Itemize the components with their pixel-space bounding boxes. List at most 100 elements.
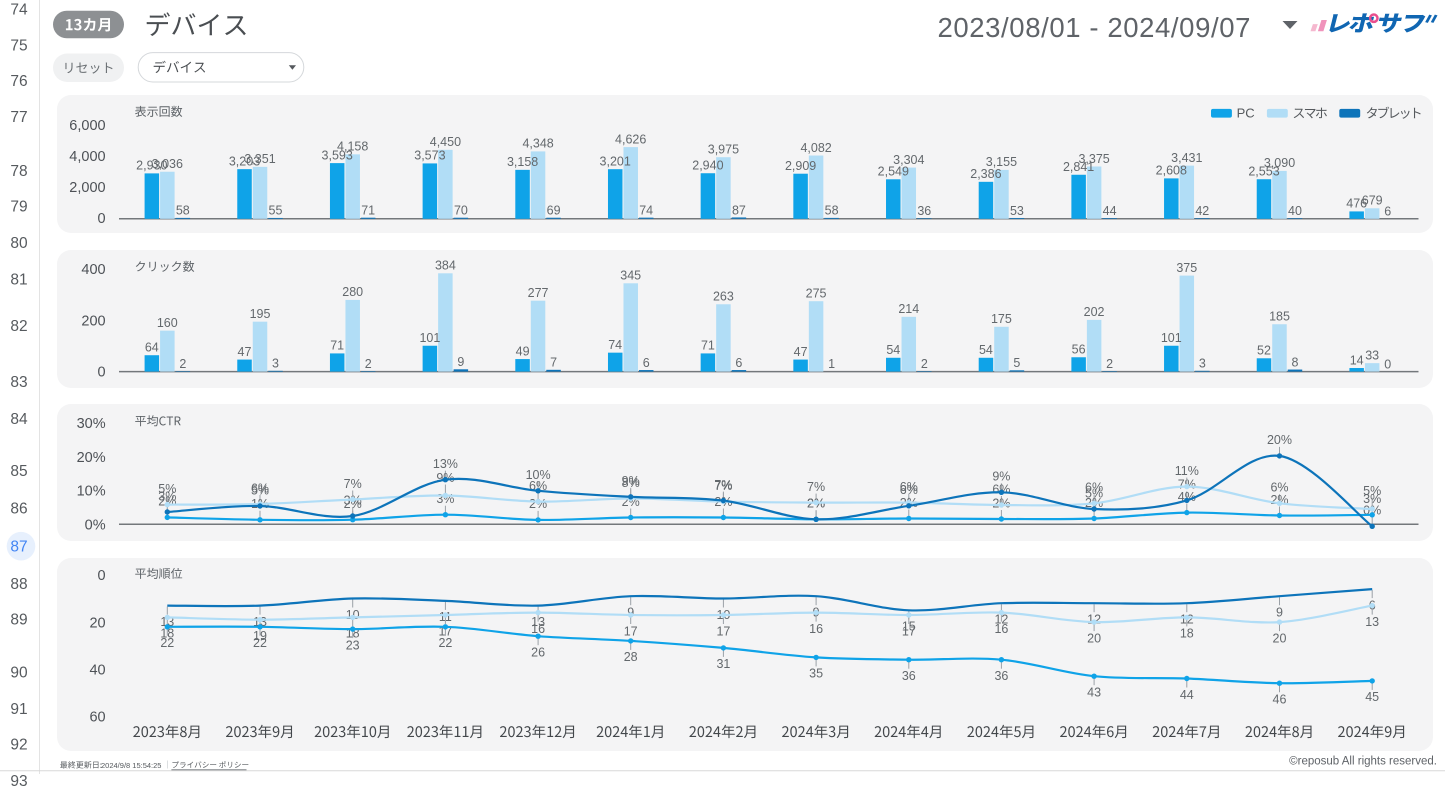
svg-text:60: 60	[89, 709, 105, 725]
svg-text:14: 14	[1350, 353, 1364, 367]
svg-text:49: 49	[516, 344, 530, 358]
svg-text:80: 80	[10, 235, 28, 252]
svg-text:35: 35	[809, 667, 823, 681]
svg-text:101: 101	[419, 331, 440, 345]
svg-text:263: 263	[713, 290, 734, 304]
svg-text:33: 33	[1365, 349, 1379, 363]
svg-text:56: 56	[1072, 343, 1086, 357]
svg-text:77: 77	[10, 109, 27, 126]
svg-text:4,348: 4,348	[522, 137, 553, 151]
svg-text:86: 86	[10, 500, 27, 517]
svg-text:20: 20	[89, 615, 105, 631]
svg-text:19: 19	[253, 629, 267, 643]
svg-text:17: 17	[716, 624, 730, 638]
svg-text:4,158: 4,158	[337, 140, 368, 154]
svg-text:0: 0	[1384, 357, 1391, 371]
svg-text:5%: 5%	[251, 483, 269, 497]
svg-text:64: 64	[145, 341, 159, 355]
svg-text:70: 70	[454, 204, 468, 218]
svg-text:0: 0	[98, 211, 106, 227]
svg-text:3,090: 3,090	[1264, 156, 1295, 170]
svg-text:13%: 13%	[433, 457, 458, 471]
svg-text:3,201: 3,201	[600, 155, 631, 169]
svg-text:101: 101	[1161, 331, 1182, 345]
svg-text:202: 202	[1084, 305, 1105, 319]
svg-text:10%: 10%	[77, 484, 106, 500]
svg-text:2,386: 2,386	[970, 167, 1001, 181]
svg-text:3,155: 3,155	[986, 155, 1017, 169]
svg-text:54: 54	[979, 343, 993, 357]
svg-text:90: 90	[10, 665, 28, 682]
svg-text:375: 375	[1176, 261, 1197, 275]
svg-text:3,304: 3,304	[893, 153, 924, 167]
svg-text:3,203: 3,203	[229, 155, 260, 169]
svg-text:44: 44	[1103, 204, 1117, 218]
svg-text:17: 17	[902, 624, 916, 638]
svg-text:2: 2	[179, 357, 186, 371]
svg-text:3: 3	[1199, 357, 1206, 371]
svg-text:3,431: 3,431	[1171, 151, 1202, 165]
svg-text:4,450: 4,450	[430, 135, 461, 149]
svg-text:20: 20	[1273, 631, 1287, 645]
svg-text:0%: 0%	[85, 517, 106, 533]
svg-text:69: 69	[547, 204, 561, 218]
svg-text:400: 400	[81, 262, 105, 278]
svg-text:4,000: 4,000	[69, 149, 105, 165]
svg-text:6: 6	[643, 356, 650, 370]
svg-text:20%: 20%	[1267, 433, 1292, 447]
svg-text:2023/08/01 - 2024/09/07: 2023/08/01 - 2024/09/07	[937, 12, 1251, 43]
svg-text:28: 28	[624, 650, 638, 664]
svg-text:20%: 20%	[77, 450, 106, 466]
svg-text:81: 81	[10, 271, 27, 288]
svg-text:0: 0	[98, 568, 106, 584]
svg-text:44: 44	[1180, 688, 1194, 702]
svg-text:2,940: 2,940	[692, 159, 723, 173]
svg-text:92: 92	[10, 737, 27, 754]
svg-text:87: 87	[10, 539, 27, 556]
svg-text:2,553: 2,553	[1248, 165, 1279, 179]
svg-text:476: 476	[1346, 197, 1367, 211]
svg-text:20: 20	[1087, 631, 1101, 645]
svg-text:4,082: 4,082	[800, 141, 831, 155]
svg-text:2,000: 2,000	[69, 180, 105, 196]
svg-text:46: 46	[1273, 693, 1287, 707]
svg-text:6%: 6%	[251, 481, 269, 495]
svg-text:3,593: 3,593	[322, 148, 353, 162]
svg-text:2024/9/8 15:54:25: 2024/9/8 15:54:25	[101, 761, 161, 770]
svg-text:160: 160	[157, 316, 178, 330]
svg-text:18: 18	[1180, 627, 1194, 641]
svg-text:5: 5	[1013, 356, 1020, 370]
svg-text:13: 13	[531, 615, 545, 629]
svg-text:76: 76	[10, 73, 27, 90]
svg-text:©reposub All rights reserved.: ©reposub All rights reserved.	[1289, 756, 1437, 768]
svg-text:6,000: 6,000	[69, 118, 105, 134]
svg-text:87: 87	[732, 203, 746, 217]
svg-text:17: 17	[624, 624, 638, 638]
svg-text:58: 58	[176, 204, 190, 218]
svg-text:9%: 9%	[992, 470, 1010, 484]
svg-text:23: 23	[346, 638, 360, 652]
svg-text:345: 345	[620, 269, 641, 283]
svg-text:85: 85	[10, 463, 27, 480]
svg-text:2: 2	[1106, 357, 1113, 371]
svg-text:7%: 7%	[807, 480, 825, 494]
svg-text:3,158: 3,158	[507, 155, 538, 169]
svg-text:3,975: 3,975	[708, 143, 739, 157]
svg-text:679: 679	[1362, 194, 1383, 208]
svg-text:3,036: 3,036	[152, 157, 183, 171]
svg-text:280: 280	[342, 285, 363, 299]
svg-text:58: 58	[825, 204, 839, 218]
svg-text:214: 214	[898, 302, 919, 316]
svg-text:9%: 9%	[622, 474, 640, 488]
svg-text:9: 9	[457, 355, 464, 369]
svg-text:15: 15	[902, 620, 916, 634]
svg-text:4,626: 4,626	[615, 132, 646, 146]
svg-text:40: 40	[89, 662, 105, 678]
svg-text:195: 195	[250, 307, 271, 321]
svg-text:22: 22	[253, 636, 267, 650]
svg-text:43: 43	[1087, 686, 1101, 700]
svg-text:6%: 6%	[900, 480, 918, 494]
svg-text:2: 2	[365, 357, 372, 371]
svg-text:2,909: 2,909	[785, 159, 816, 173]
svg-text:3,573: 3,573	[414, 149, 445, 163]
